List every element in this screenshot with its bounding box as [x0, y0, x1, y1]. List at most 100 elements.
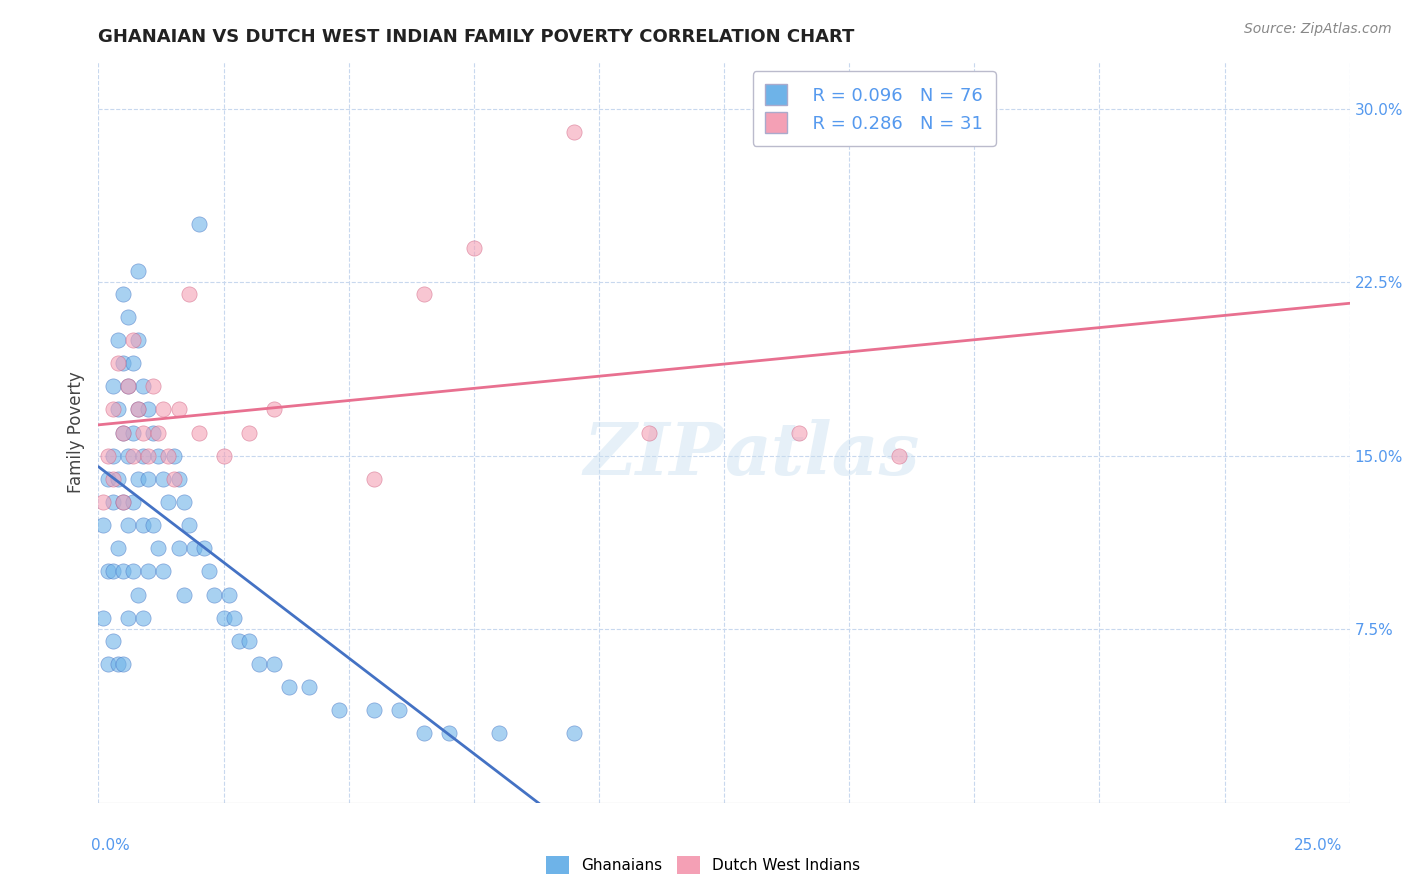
- Point: [122, 333, 145, 347]
- Point: [238, 425, 260, 440]
- Point: [132, 610, 155, 624]
- Point: [117, 449, 139, 463]
- Point: [122, 495, 145, 509]
- Point: [157, 495, 180, 509]
- Point: [122, 565, 145, 579]
- Point: [112, 495, 135, 509]
- Point: [212, 449, 235, 463]
- Point: [142, 518, 165, 533]
- Point: [93, 518, 115, 533]
- Point: [97, 657, 120, 671]
- Y-axis label: Family Poverty: Family Poverty: [66, 372, 84, 493]
- Point: [167, 472, 190, 486]
- Point: [107, 333, 129, 347]
- Point: [167, 402, 190, 417]
- Point: [103, 633, 125, 648]
- Point: [107, 541, 129, 556]
- Point: [127, 263, 149, 277]
- Point: [148, 541, 170, 556]
- Point: [138, 565, 160, 579]
- Point: [787, 425, 810, 440]
- Point: [112, 657, 135, 671]
- Point: [93, 610, 115, 624]
- Point: [187, 425, 209, 440]
- Point: [132, 449, 155, 463]
- Point: [97, 565, 120, 579]
- Point: [112, 356, 135, 370]
- Point: [122, 449, 145, 463]
- Point: [117, 310, 139, 324]
- Point: [142, 379, 165, 393]
- Point: [298, 680, 321, 694]
- Point: [889, 449, 911, 463]
- Point: [112, 286, 135, 301]
- Point: [127, 588, 149, 602]
- Point: [148, 449, 170, 463]
- Point: [107, 402, 129, 417]
- Text: Source: ZipAtlas.com: Source: ZipAtlas.com: [1244, 22, 1392, 37]
- Text: atlas: atlas: [724, 419, 920, 491]
- Point: [138, 472, 160, 486]
- Point: [112, 425, 135, 440]
- Point: [488, 726, 510, 740]
- Point: [117, 610, 139, 624]
- Point: [122, 356, 145, 370]
- Point: [132, 518, 155, 533]
- Point: [173, 588, 195, 602]
- Point: [412, 286, 434, 301]
- Legend: Ghanaians, Dutch West Indians: Ghanaians, Dutch West Indians: [540, 850, 866, 880]
- Point: [562, 726, 585, 740]
- Point: [103, 402, 125, 417]
- Point: [363, 472, 385, 486]
- Point: [117, 379, 139, 393]
- Point: [363, 703, 385, 717]
- Point: [112, 565, 135, 579]
- Point: [152, 565, 174, 579]
- Point: [177, 286, 200, 301]
- Point: [638, 425, 661, 440]
- Text: GHANAIAN VS DUTCH WEST INDIAN FAMILY POVERTY CORRELATION CHART: GHANAIAN VS DUTCH WEST INDIAN FAMILY POV…: [98, 28, 855, 45]
- Point: [212, 610, 235, 624]
- Point: [162, 472, 184, 486]
- Point: [247, 657, 270, 671]
- Point: [173, 495, 195, 509]
- Point: [328, 703, 350, 717]
- Point: [132, 379, 155, 393]
- Point: [463, 240, 485, 255]
- Point: [152, 472, 174, 486]
- Point: [562, 125, 585, 139]
- Legend:   R = 0.096   N = 76,   R = 0.286   N = 31: R = 0.096 N = 76, R = 0.286 N = 31: [752, 71, 995, 145]
- Point: [97, 472, 120, 486]
- Point: [277, 680, 299, 694]
- Point: [93, 495, 115, 509]
- Point: [152, 402, 174, 417]
- Point: [127, 333, 149, 347]
- Point: [103, 472, 125, 486]
- Point: [112, 495, 135, 509]
- Point: [127, 472, 149, 486]
- Point: [138, 402, 160, 417]
- Point: [142, 425, 165, 440]
- Point: [148, 425, 170, 440]
- Point: [412, 726, 434, 740]
- Point: [388, 703, 411, 717]
- Point: [177, 518, 200, 533]
- Text: 25.0%: 25.0%: [1295, 838, 1343, 854]
- Point: [162, 449, 184, 463]
- Point: [238, 633, 260, 648]
- Point: [103, 565, 125, 579]
- Point: [127, 402, 149, 417]
- Point: [228, 633, 250, 648]
- Point: [132, 425, 155, 440]
- Text: 0.0%: 0.0%: [91, 838, 131, 854]
- Point: [103, 495, 125, 509]
- Point: [183, 541, 205, 556]
- Point: [202, 588, 225, 602]
- Point: [167, 541, 190, 556]
- Point: [97, 449, 120, 463]
- Point: [263, 657, 285, 671]
- Point: [117, 518, 139, 533]
- Point: [122, 425, 145, 440]
- Point: [218, 588, 240, 602]
- Point: [193, 541, 215, 556]
